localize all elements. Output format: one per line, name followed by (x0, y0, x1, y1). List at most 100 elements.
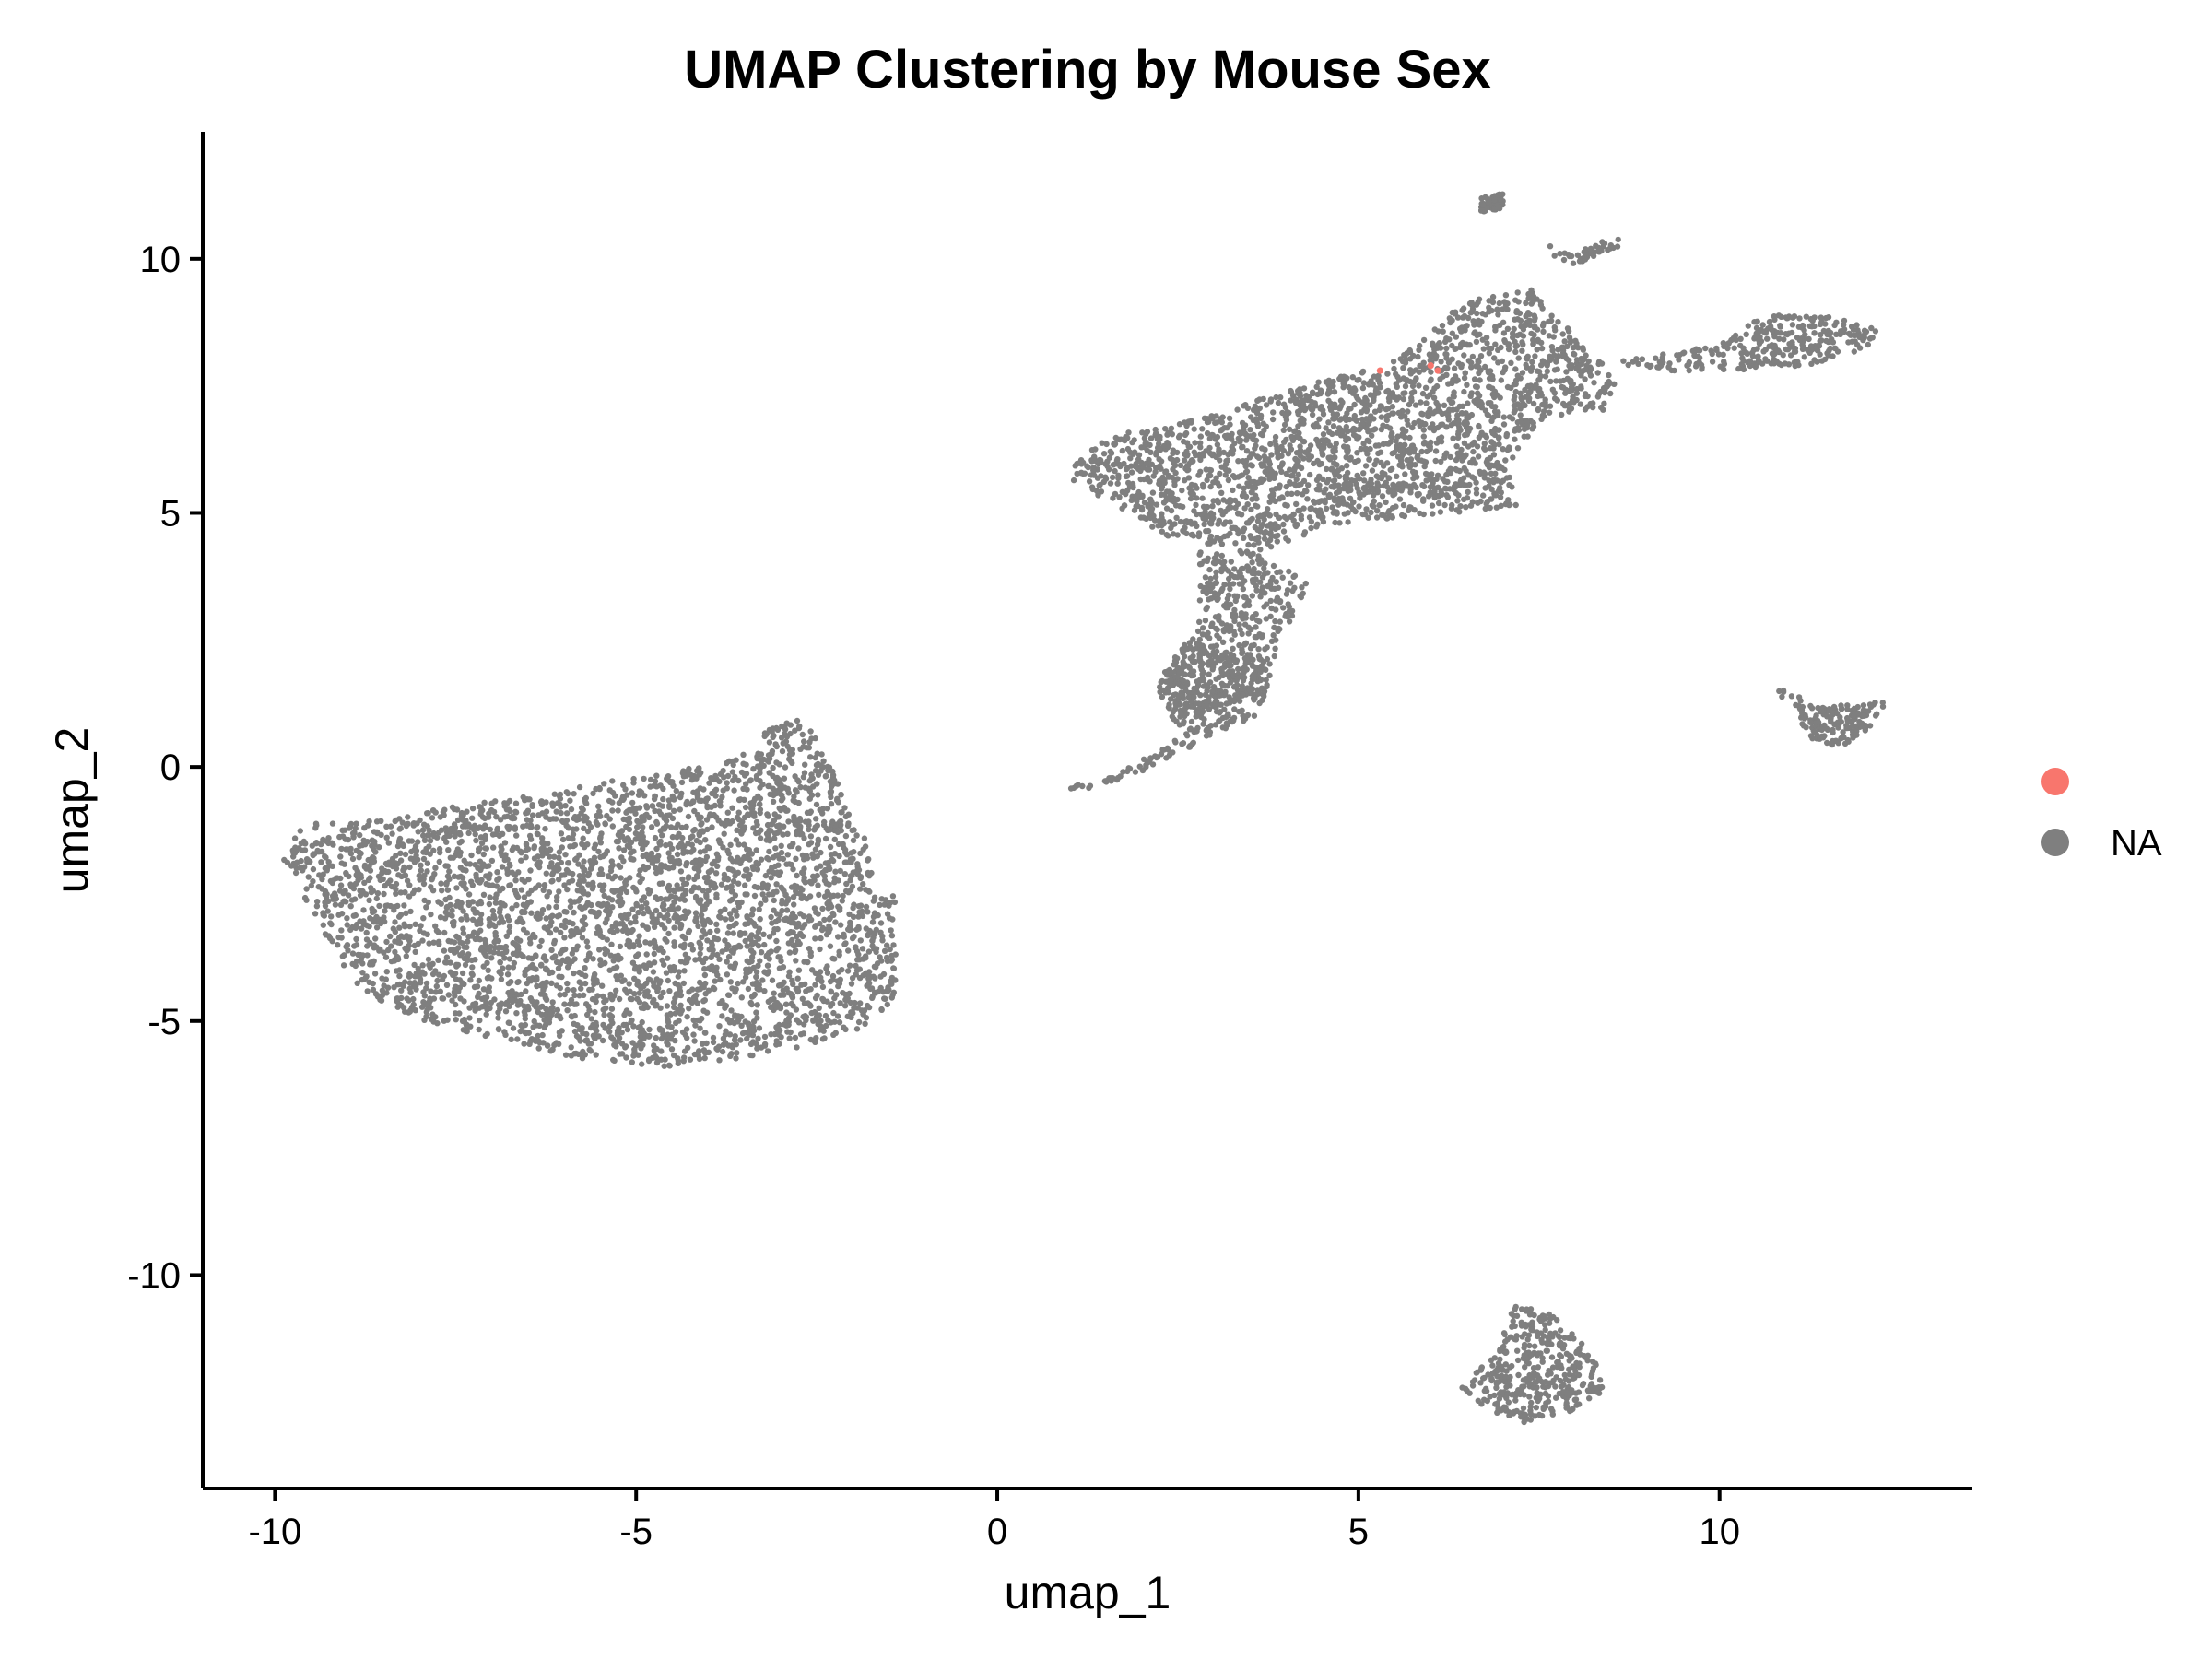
data-point (768, 913, 774, 921)
data-point (692, 957, 699, 963)
data-point (578, 985, 584, 992)
data-point (435, 957, 441, 964)
data-point (417, 817, 423, 824)
data-point (599, 960, 606, 967)
data-point (396, 816, 403, 822)
data-point (508, 1036, 514, 1043)
data-point (818, 935, 824, 942)
data-point (777, 1005, 784, 1012)
data-point (460, 866, 466, 873)
data-point (835, 982, 841, 990)
data-point (766, 827, 772, 834)
data-point (379, 865, 385, 872)
data-point (660, 785, 666, 793)
data-point (581, 888, 587, 895)
data-point (842, 859, 850, 865)
data-point (701, 966, 708, 972)
data-point (799, 995, 806, 1003)
data-point (623, 1021, 629, 1029)
data-point (396, 972, 403, 980)
data-point (686, 874, 692, 880)
data-point (384, 902, 391, 909)
data-point (653, 1034, 659, 1041)
data-point (624, 817, 630, 824)
data-point (651, 924, 658, 930)
data-point (1453, 443, 1460, 450)
data-point (520, 919, 526, 925)
data-point (1377, 403, 1384, 409)
data-point (813, 923, 819, 929)
data-point (753, 969, 760, 975)
data-point (651, 982, 657, 990)
data-point (849, 827, 855, 834)
data-point (402, 945, 408, 952)
data-point (1391, 365, 1397, 372)
data-point (890, 965, 898, 972)
data-point (1312, 424, 1318, 430)
data-point (571, 987, 577, 994)
data-point (502, 1008, 510, 1015)
data-point (697, 785, 703, 792)
data-point (668, 854, 675, 862)
data-point (495, 945, 501, 951)
data-point (531, 1018, 537, 1025)
data-point (761, 941, 768, 948)
data-point (541, 1024, 547, 1031)
data-point (784, 852, 791, 858)
data-point (801, 1021, 807, 1028)
data-point (794, 1044, 800, 1051)
data-point (476, 977, 482, 984)
data-point (309, 842, 315, 849)
data-point (482, 836, 488, 842)
data-point (1270, 409, 1277, 416)
data-point (292, 844, 299, 851)
data-point (771, 897, 777, 904)
data-point (1191, 426, 1197, 432)
data-point (505, 917, 512, 924)
data-point (719, 1048, 726, 1055)
data-point (744, 786, 750, 793)
data-point (618, 875, 624, 881)
data-point (773, 937, 780, 945)
data-point (397, 889, 405, 896)
data-point (341, 861, 347, 867)
data-point (1248, 451, 1254, 457)
data-point (666, 804, 673, 811)
data-point (667, 1011, 674, 1018)
data-point (406, 838, 412, 844)
data-point (568, 996, 575, 1004)
data-point (442, 896, 449, 903)
data-point (742, 866, 749, 873)
data-point (513, 832, 520, 839)
data-point (716, 778, 723, 785)
data-point (1100, 451, 1108, 457)
data-point (724, 971, 731, 978)
data-point (795, 779, 802, 785)
data-point (1325, 397, 1332, 404)
data-point (497, 1006, 503, 1012)
data-point (612, 873, 618, 880)
data-point (697, 941, 704, 947)
data-point (775, 982, 782, 989)
data-point (500, 830, 506, 837)
data-point (423, 985, 429, 992)
data-point (797, 911, 804, 917)
data-point (451, 939, 458, 946)
data-point (444, 873, 452, 879)
data-point (338, 935, 345, 941)
data-point (735, 1018, 741, 1025)
data-point (547, 846, 554, 853)
data-point (597, 840, 604, 846)
data-point (445, 992, 452, 998)
data-point (461, 1016, 467, 1023)
data-point (727, 979, 734, 985)
data-point (865, 976, 872, 982)
data-point (703, 878, 711, 886)
data-point (397, 850, 404, 856)
data-point (464, 944, 470, 951)
data-point (740, 979, 747, 985)
data-point (724, 885, 730, 891)
data-point (473, 837, 479, 844)
data-point (340, 890, 347, 897)
data-point (328, 913, 335, 920)
